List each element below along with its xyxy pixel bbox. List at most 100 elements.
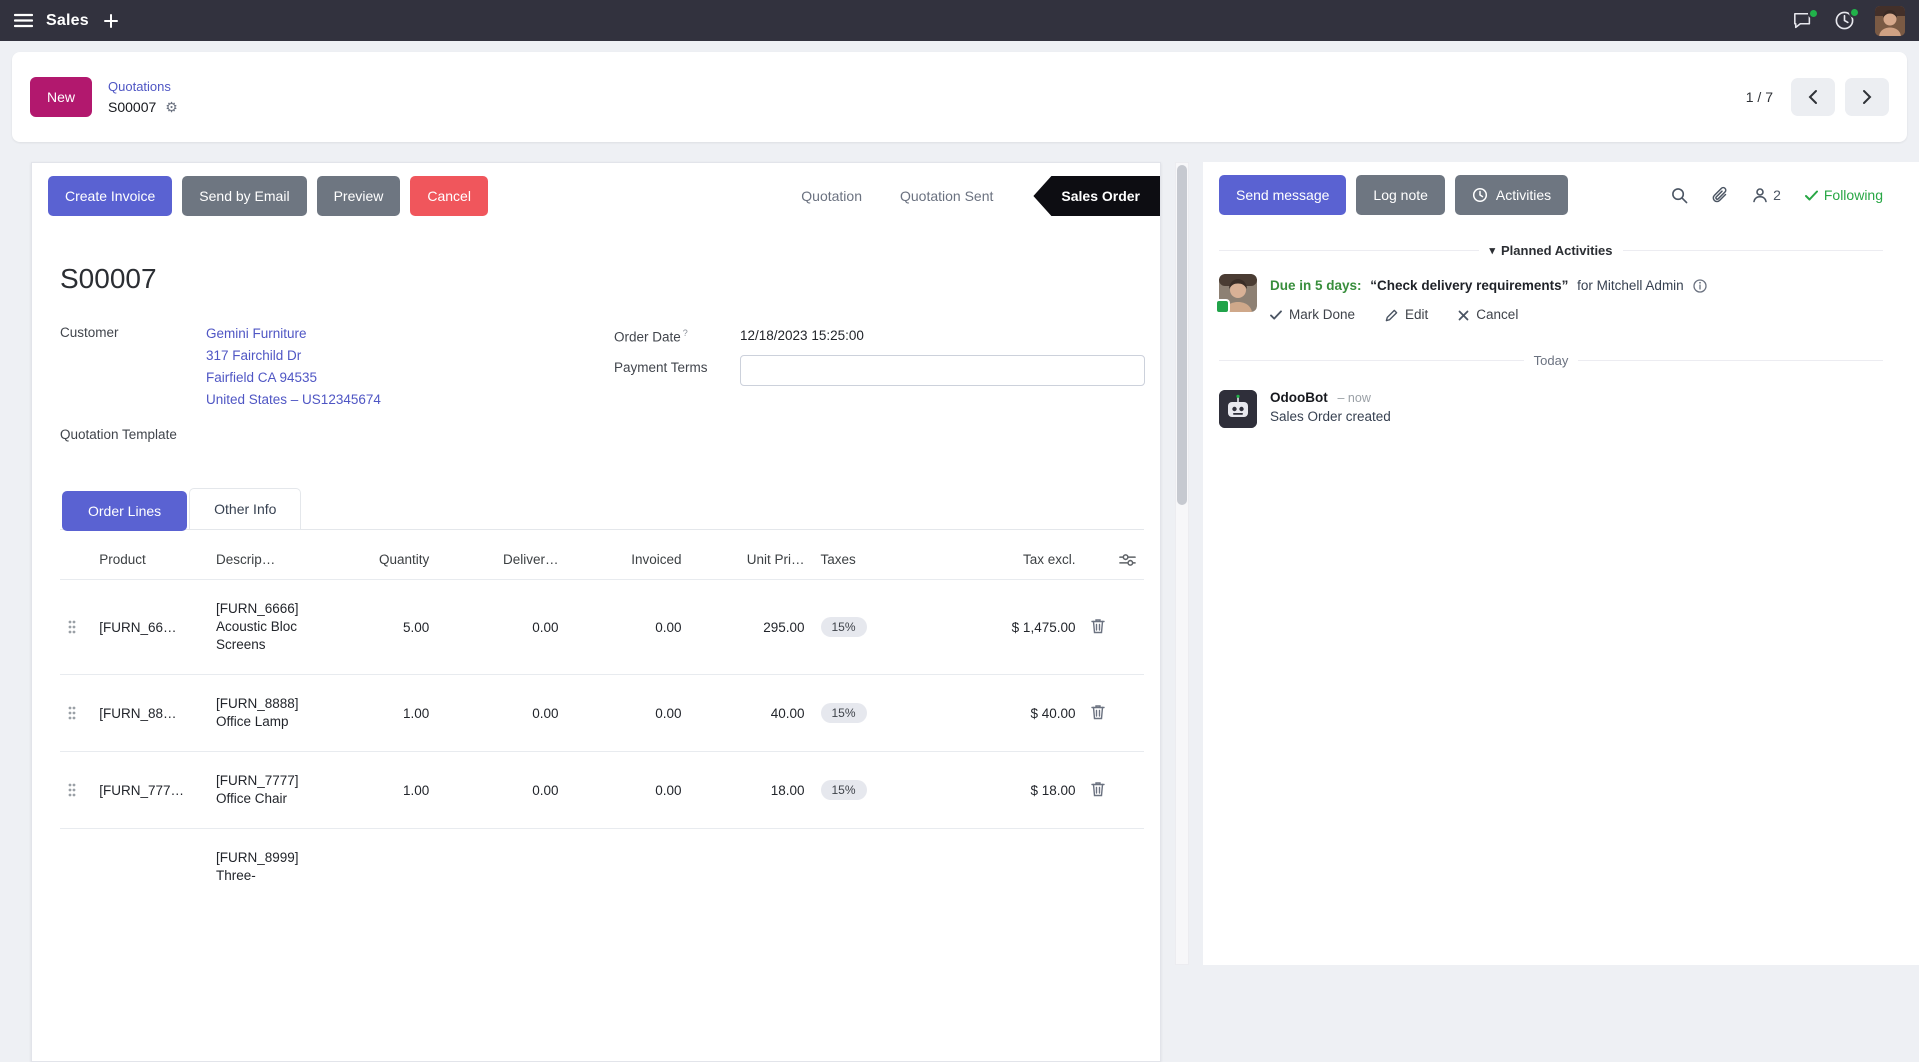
order-date-label: Order Date?: [614, 328, 688, 345]
drag-handle-icon[interactable]: [68, 783, 83, 797]
order-date-value[interactable]: 12/18/2023 15:25:00: [740, 328, 864, 343]
cell-quantity[interactable]: 5.00: [316, 579, 438, 675]
breadcrumb-current-record: S00007: [108, 99, 157, 115]
send-message-button[interactable]: Send message: [1219, 175, 1347, 215]
activity-due-text: Due in 5 days:: [1270, 278, 1362, 293]
cell-invoiced[interactable]: 0.00: [566, 751, 690, 829]
cell-quantity[interactable]: 1.00: [316, 674, 438, 752]
mark-done-button[interactable]: Mark Done: [1270, 305, 1355, 325]
status-quotation-sent[interactable]: Quotation Sent: [899, 188, 994, 204]
caret-down-icon: ▾: [1489, 245, 1496, 257]
delete-row-icon[interactable]: [1091, 704, 1106, 720]
customer-address-line2[interactable]: Fairfield CA 94535: [206, 370, 318, 385]
tab-other-info[interactable]: Other Info: [189, 488, 302, 529]
clock-icon: [1472, 187, 1488, 203]
payment-terms-label: Payment Terms: [614, 359, 708, 375]
scrollbar-thumb[interactable]: [1177, 165, 1187, 505]
cell-delivered[interactable]: 0.00: [437, 579, 567, 675]
messages-icon[interactable]: [1792, 7, 1819, 31]
planned-activities-toggle[interactable]: ▾ Planned Activities: [1489, 243, 1613, 258]
new-button[interactable]: New: [30, 77, 93, 117]
status-sales-order-active[interactable]: Sales Order: [1033, 176, 1160, 216]
plus-icon[interactable]: [103, 13, 118, 28]
cell-product[interactable]: [91, 829, 208, 886]
cell-unit-price[interactable]: 295.00: [689, 579, 813, 675]
preview-button[interactable]: Preview: [316, 176, 401, 216]
check-icon: [1270, 310, 1282, 320]
top-navbar: Sales: [0, 0, 1919, 41]
status-quotation[interactable]: Quotation: [801, 188, 862, 204]
cell-description[interactable]: [FURN_8999] Three-: [216, 850, 299, 883]
gear-icon[interactable]: ⚙: [165, 99, 178, 115]
pager-previous-button[interactable]: [1791, 78, 1835, 116]
chatter-message: OdooBot – now Sales Order created: [1219, 390, 1883, 428]
activities-button[interactable]: Activities: [1454, 175, 1569, 215]
app-name[interactable]: Sales: [46, 11, 89, 29]
info-icon[interactable]: [1693, 279, 1708, 293]
followers-count: 2: [1773, 187, 1781, 203]
cell-invoiced[interactable]: 0.00: [566, 579, 690, 675]
tax-badge[interactable]: 15%: [820, 780, 867, 800]
send-by-email-button[interactable]: Send by Email: [182, 176, 307, 216]
cell-delivered[interactable]: 0.00: [437, 751, 567, 829]
messages-badge: [1808, 7, 1819, 19]
cell-description[interactable]: [FURN_6666] Acoustic Bloc Screens: [208, 579, 317, 675]
cell-product[interactable]: [FURN_88…: [91, 674, 208, 752]
menu-toggle-icon[interactable]: [14, 13, 33, 28]
col-product: Product: [91, 542, 208, 580]
tab-order-lines[interactable]: Order Lines: [62, 491, 188, 531]
vertical-scrollbar[interactable]: [1175, 162, 1189, 965]
payment-terms-input[interactable]: [740, 354, 1145, 386]
table-row: [FURN_66… [FURN_6666] Acoustic Bloc Scre…: [60, 579, 1144, 675]
cell-tax-excl: $ 40.00: [908, 674, 1084, 752]
cancel-activity-button[interactable]: Cancel: [1458, 305, 1518, 325]
cell-product[interactable]: [FURN_66…: [91, 579, 208, 675]
today-label: Today: [1533, 353, 1569, 368]
tax-badge[interactable]: 15%: [820, 617, 867, 637]
cell-invoiced[interactable]: 0.00: [566, 674, 690, 752]
delete-row-icon[interactable]: [1091, 781, 1106, 797]
table-header-row: Product Descrip… Quantity Deliver… Invoi…: [60, 542, 1144, 580]
tax-badge[interactable]: 15%: [820, 703, 867, 723]
pager-next-button[interactable]: [1845, 78, 1889, 116]
paperclip-icon[interactable]: [1712, 186, 1728, 204]
activity-type-badge: [1215, 299, 1230, 314]
cell-quantity[interactable]: 1.00: [316, 751, 438, 829]
cell-tax-excl: $ 18.00: [908, 751, 1084, 829]
log-note-button[interactable]: Log note: [1356, 175, 1445, 215]
message-body: Sales Order created: [1270, 409, 1391, 424]
activity-assignee: for Mitchell Admin: [1577, 278, 1684, 293]
pencil-icon: [1385, 309, 1398, 322]
delete-row-icon[interactable]: [1091, 618, 1106, 634]
cell-description[interactable]: [FURN_7777] Office Chair: [208, 751, 317, 829]
drag-handle-icon[interactable]: [68, 620, 83, 634]
col-unit-price: Unit Pri…: [689, 542, 813, 580]
chevron-left-icon: [1808, 89, 1818, 105]
followers-button[interactable]: 2: [1752, 187, 1781, 203]
user-avatar[interactable]: [1875, 5, 1905, 36]
cell-tax-excl: $ 1,475.00: [908, 579, 1084, 675]
x-icon: [1458, 310, 1469, 321]
optional-columns-icon[interactable]: [1119, 553, 1136, 567]
customer-address-line3[interactable]: United States – US12345674: [206, 392, 381, 407]
customer-address-line1[interactable]: 317 Fairchild Dr: [206, 348, 302, 363]
search-icon[interactable]: [1671, 187, 1688, 204]
followers-icon: [1752, 187, 1768, 203]
edit-activity-button[interactable]: Edit: [1385, 305, 1428, 325]
create-invoice-button[interactable]: Create Invoice: [48, 176, 173, 216]
cell-unit-price[interactable]: 18.00: [689, 751, 813, 829]
odoobot-avatar: [1219, 390, 1257, 428]
drag-handle-icon[interactable]: [68, 706, 83, 720]
customer-name-link[interactable]: Gemini Furniture: [206, 326, 307, 341]
chatter-panel: Send message Log note Activities 2: [1203, 162, 1919, 965]
cell-product[interactable]: [FURN_777…: [91, 751, 208, 829]
following-button[interactable]: Following: [1804, 187, 1883, 203]
cell-unit-price[interactable]: 40.00: [689, 674, 813, 752]
table-row: [FURN_8999] Three-: [60, 829, 1144, 886]
breadcrumb-bar: New Quotations S00007 ⚙ 1 / 7: [12, 52, 1907, 142]
cell-description[interactable]: [FURN_8888] Office Lamp: [208, 674, 317, 752]
breadcrumb-quotations-link[interactable]: Quotations: [108, 79, 171, 94]
cancel-button[interactable]: Cancel: [410, 176, 488, 216]
cell-delivered[interactable]: 0.00: [437, 674, 567, 752]
activities-clock-icon[interactable]: [1834, 7, 1860, 31]
